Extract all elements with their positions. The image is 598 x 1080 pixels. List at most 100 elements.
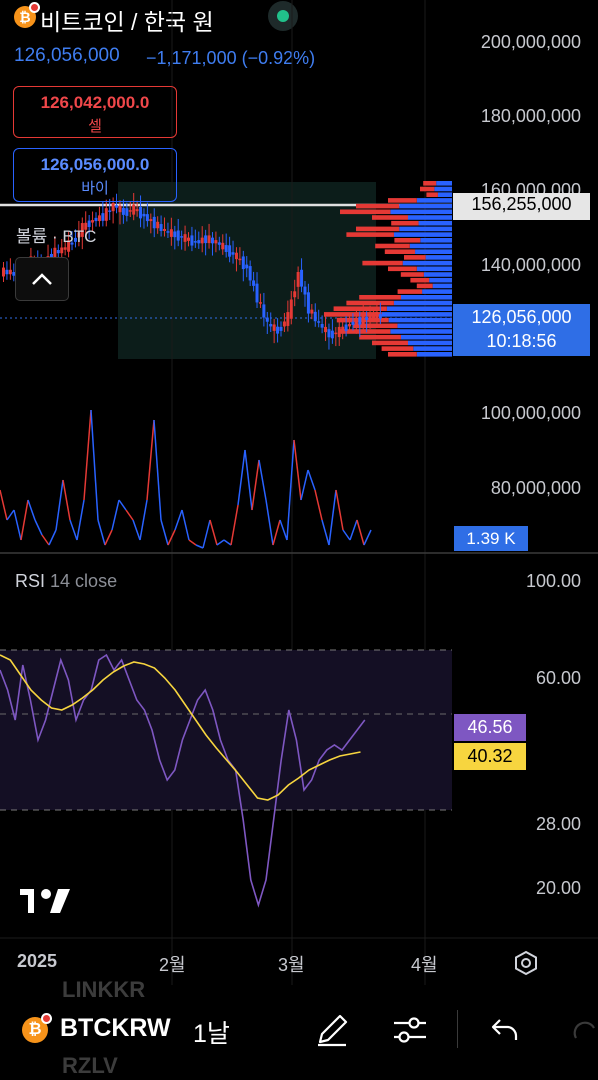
candle-body — [73, 237, 77, 242]
candle-body — [104, 208, 108, 221]
profile-bar-buy — [386, 306, 452, 311]
candle-body — [152, 216, 156, 229]
candle-body — [84, 222, 88, 230]
profile-bar-sell — [346, 232, 394, 237]
candle-body — [248, 266, 252, 281]
volume-segment — [202, 519, 211, 549]
candle-body — [276, 326, 280, 334]
rsi-band — [0, 650, 452, 810]
candle-body — [128, 210, 132, 212]
collapse-button[interactable] — [15, 257, 69, 301]
candle-body — [111, 203, 115, 212]
interval-selector[interactable]: 1날 — [193, 1020, 230, 1048]
buy-price: 126,056,000.0 — [40, 155, 150, 174]
volume-segment — [335, 489, 344, 531]
volume-segment — [48, 529, 57, 546]
candle-body — [378, 314, 382, 319]
profile-bar-sell — [340, 209, 391, 215]
candle-body — [173, 231, 177, 238]
candle-body — [221, 242, 225, 250]
volume-segment — [69, 519, 78, 541]
candle-body — [77, 232, 81, 238]
buy-button[interactable]: 126,056,000.0 바이 — [13, 148, 177, 202]
profile-bar-buy — [416, 352, 452, 357]
redo-icon[interactable] — [572, 1020, 598, 1046]
symbol-title[interactable]: 비트코인 / 한국 원 — [40, 9, 214, 35]
profile-bar-sell — [416, 283, 433, 289]
candle-body — [156, 221, 160, 229]
profile-bar-buy — [399, 203, 452, 209]
candle-body — [193, 241, 197, 243]
profile-bar-buy — [425, 255, 452, 260]
candle-body — [142, 213, 146, 217]
time-axis-label: 3월 — [278, 955, 305, 975]
volume-segment — [314, 489, 323, 521]
volume-segment — [41, 534, 50, 546]
volume-segment — [27, 499, 36, 521]
sell-label: 셀 — [88, 118, 102, 135]
profile-bar-sell — [356, 203, 400, 209]
candle-body — [132, 204, 136, 215]
rsi-indicator-label[interactable]: RSI 14 close — [15, 571, 117, 592]
candle-body — [139, 206, 143, 219]
time-axis-label: 4월 — [411, 955, 438, 975]
chart-canvas[interactable] — [0, 0, 598, 985]
profile-bar-buy — [393, 232, 452, 237]
ghost-symbol-above: LINKKR — [62, 977, 146, 1002]
volume-segment — [167, 529, 176, 546]
profile-bar-sell — [356, 226, 400, 232]
undo-icon[interactable] — [490, 1016, 520, 1042]
toolbar-divider — [457, 1010, 458, 1048]
sell-button[interactable]: 126,042,000.0 셀 — [13, 86, 177, 138]
profile-bar-buy — [393, 300, 452, 306]
rsi-axis-label: 28.00 — [535, 814, 581, 834]
candle-body — [149, 219, 153, 222]
candle-body — [241, 256, 245, 270]
candle-body — [159, 224, 163, 231]
volume-segment — [258, 459, 267, 501]
candle-body — [296, 272, 300, 287]
settings-icon[interactable] — [513, 950, 539, 976]
volume-indicator-label[interactable]: 볼륨 · BTC — [16, 227, 97, 246]
candle-body — [293, 291, 297, 298]
candle-body — [300, 269, 304, 287]
indicators-icon[interactable] — [392, 1013, 428, 1047]
volume-segment — [20, 499, 29, 541]
candle-body — [341, 326, 345, 334]
profile-bar-sell — [391, 220, 419, 226]
candle-body — [324, 326, 328, 333]
candle-body — [354, 319, 358, 325]
candle-body — [101, 213, 105, 221]
volume-segment — [83, 409, 92, 501]
last-price-tag: 126,056,000 10:18:56 — [453, 304, 590, 356]
bitcoin-icon: ₿ — [22, 1013, 52, 1043]
volume-segment — [216, 539, 225, 546]
profile-bar-sell — [372, 340, 408, 346]
candle-body — [348, 323, 352, 327]
price-candles — [2, 192, 382, 350]
candle-body — [303, 286, 307, 295]
candle-body — [183, 234, 187, 242]
profile-bar-sell — [388, 266, 417, 272]
candle-body — [145, 214, 149, 222]
symbol-selector[interactable]: BTCKRW — [60, 1014, 171, 1042]
profile-bar-buy — [437, 192, 452, 197]
volume-segment — [139, 499, 148, 541]
tradingview-logo-icon — [20, 889, 70, 913]
volume-segment — [97, 519, 106, 546]
candle-body — [163, 228, 167, 231]
candle-body — [289, 299, 293, 319]
volume-segment — [223, 539, 232, 546]
candle-body — [344, 324, 348, 331]
candle-body — [361, 314, 365, 325]
candle-body — [255, 283, 259, 303]
pencil-icon[interactable] — [314, 1010, 350, 1048]
profile-bar-buy — [409, 243, 452, 249]
candle-body — [351, 321, 355, 325]
profile-bar-buy — [432, 283, 452, 289]
volume-value-tag: 1.39 K — [454, 526, 528, 551]
candle-body — [197, 240, 201, 244]
volume-segment — [62, 479, 71, 521]
candle-body — [262, 304, 266, 318]
candle-body — [118, 205, 122, 213]
